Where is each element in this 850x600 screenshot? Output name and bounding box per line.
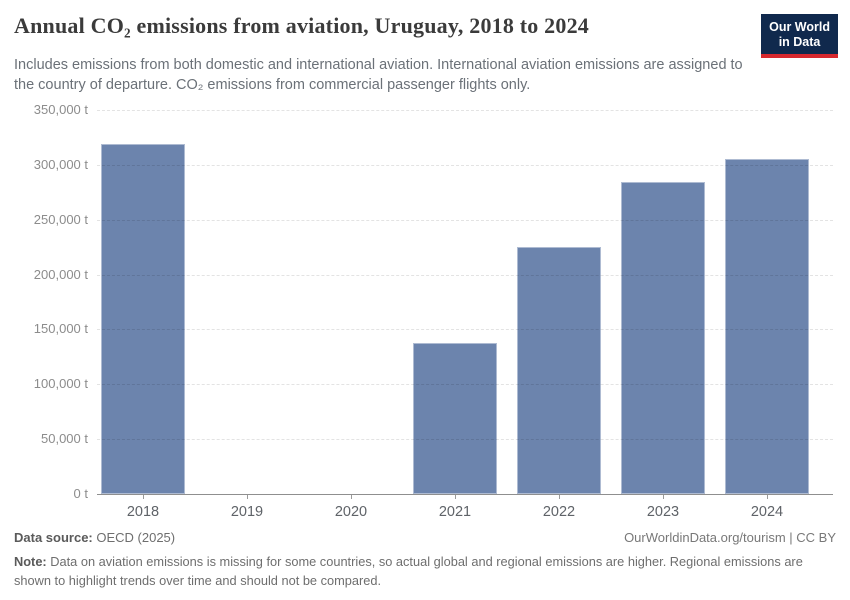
x-axis-label-2023: 2023 <box>646 504 680 520</box>
x-axis-label-2022: 2022 <box>542 504 576 520</box>
y-axis-tick-label-100000: 100,000 t <box>33 376 88 392</box>
x-axis-tick-2019 <box>247 495 248 499</box>
gridline-150000 <box>97 329 833 331</box>
gridline-350000 <box>97 110 833 111</box>
x-axis-tick-2020 <box>351 495 352 499</box>
bar-2023[interactable] <box>621 182 705 494</box>
data-source: Data source: OECD (2025) <box>14 530 175 545</box>
x-axis-label-2019: 2019 <box>230 504 264 520</box>
page-title: Annual CO₂ emissions from aviation, Urug… <box>14 13 589 38</box>
y-axis-tick-label-250000: 250,000 t <box>33 211 88 227</box>
attribution-link[interactable]: OurWorldinData.org/tourism | CC BY <box>624 530 836 545</box>
owid-logo-line2: in Data <box>778 35 821 49</box>
chart-subtitle: Includes emissions from both domestic an… <box>14 57 743 93</box>
x-axis-line <box>97 494 833 495</box>
y-axis-tick-label-50000: 50,000 t <box>41 431 88 447</box>
data-source-value: OECD (2025) <box>92 530 176 545</box>
y-axis-tick-label-150000: 150,000 t <box>33 321 88 337</box>
x-axis-tick-2023 <box>663 495 664 499</box>
chart-note-value: Data on aviation emissions is missing fo… <box>14 554 803 588</box>
bar-2021[interactable] <box>413 342 497 494</box>
bar-2022[interactable] <box>517 247 601 494</box>
y-axis-tick-label-0: 0 t <box>73 486 88 501</box>
y-axis-tick-label-300000: 300,000 t <box>33 156 88 172</box>
x-axis-tick-2022 <box>559 495 560 499</box>
y-axis-tick-label-200000: 200,000 t <box>33 266 88 282</box>
bar-2018[interactable] <box>101 144 185 494</box>
gridline-250000 <box>97 219 833 221</box>
data-source-label: Data source: <box>14 530 93 545</box>
chart-note: Note: Data on aviation emissions is miss… <box>14 552 814 590</box>
chart-note-label: Note: <box>14 554 47 569</box>
chart-footer: Data source: OECD (2025) OurWorldinData.… <box>14 530 836 545</box>
x-axis-label-2021: 2021 <box>438 504 472 520</box>
x-axis-label-2018: 2018 <box>126 504 160 520</box>
gridline-300000 <box>97 164 833 166</box>
gridline-200000 <box>97 274 833 276</box>
owid-logo-line1: Our World <box>769 20 830 34</box>
gridline-100000 <box>97 384 833 386</box>
x-axis-tick-2018 <box>143 495 144 499</box>
x-axis-label-2020: 2020 <box>334 504 368 520</box>
y-axis-tick-label-350000: 350,000 t <box>33 102 88 117</box>
x-axis-tick-2021 <box>455 495 456 499</box>
owid-logo[interactable]: Our World in Data <box>761 14 838 58</box>
bar-2024[interactable] <box>725 159 809 494</box>
gridline-50000 <box>97 439 833 441</box>
x-axis-label-2024: 2024 <box>750 504 784 520</box>
x-axis-tick-2024 <box>767 495 768 499</box>
